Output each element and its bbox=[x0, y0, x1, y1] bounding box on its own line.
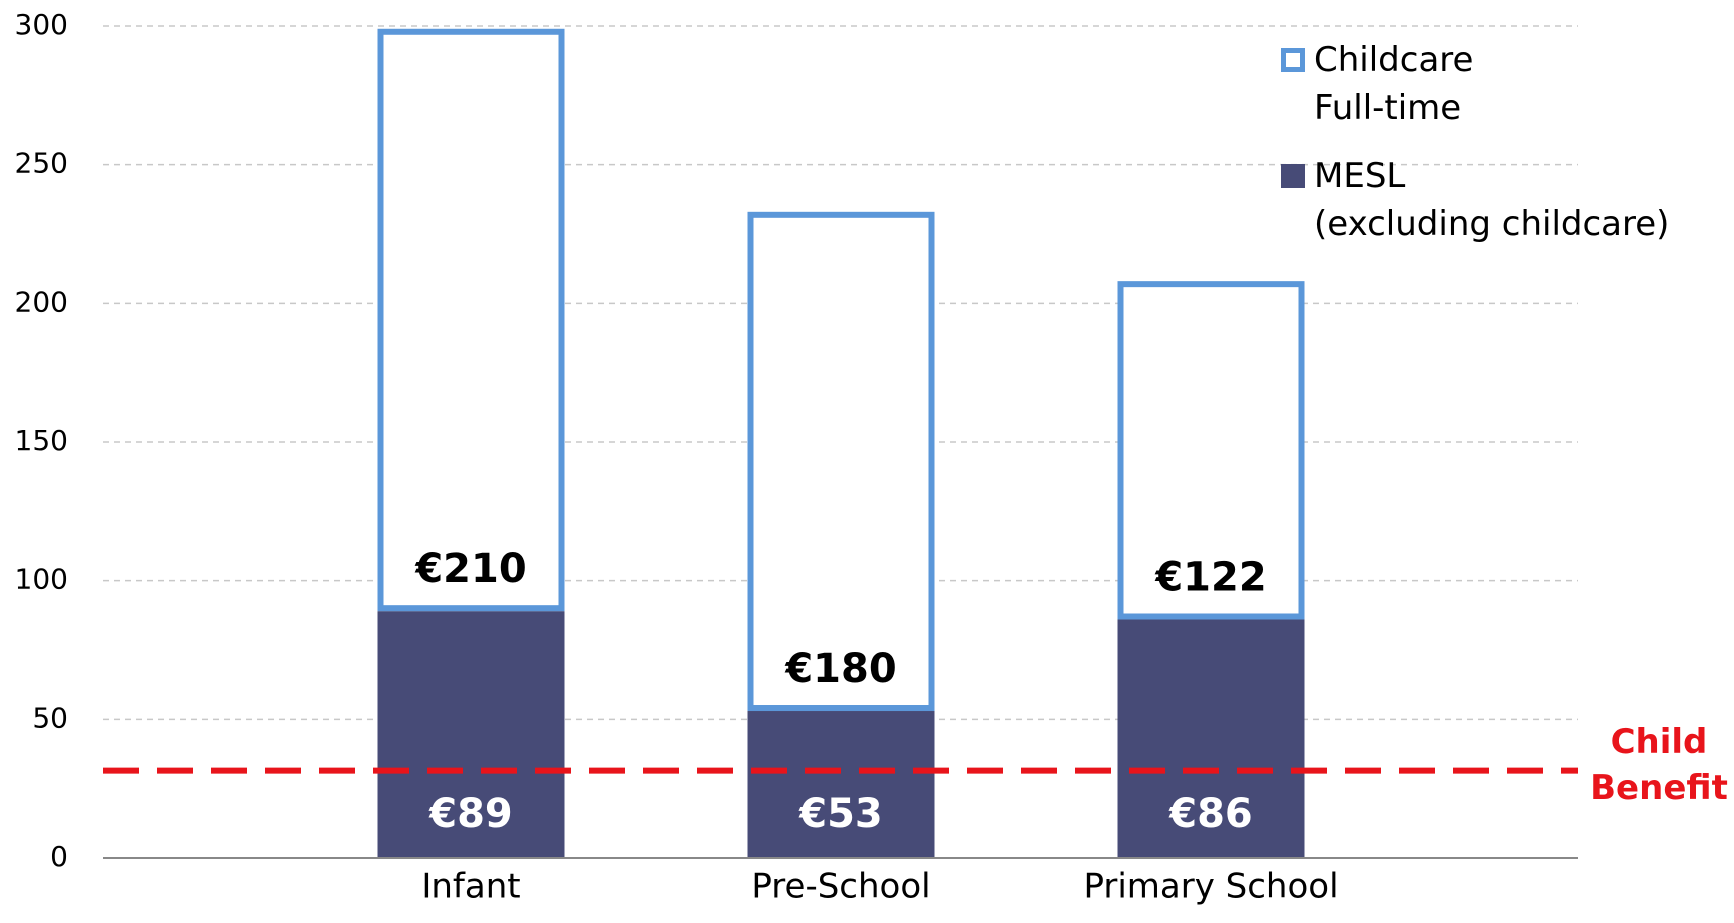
legend-swatch bbox=[1281, 164, 1305, 188]
bar-segment bbox=[1117, 619, 1305, 858]
legend-label: Childcare Full-time bbox=[1314, 40, 1474, 128]
bar-segment bbox=[377, 611, 565, 858]
value-label: €89 bbox=[428, 791, 513, 837]
value-label: €86 bbox=[1168, 791, 1253, 837]
value-label: €210 bbox=[414, 546, 526, 592]
y-tick-label: 100 bbox=[15, 563, 68, 596]
legend-swatch bbox=[1281, 48, 1305, 72]
y-tick-label: 50 bbox=[32, 701, 68, 734]
y-tick-label: 0 bbox=[50, 840, 68, 873]
bar-segment bbox=[747, 211, 935, 712]
x-tick-label: Primary School bbox=[1083, 867, 1338, 907]
x-tick-label: Pre-School bbox=[751, 867, 930, 907]
bar-segment bbox=[747, 711, 935, 858]
y-tick-label: 250 bbox=[15, 147, 68, 180]
value-label: €180 bbox=[784, 646, 896, 692]
legend-label: MESL (excluding childcare) bbox=[1314, 156, 1670, 244]
bar-segment bbox=[377, 28, 565, 612]
value-label: €53 bbox=[798, 791, 883, 837]
value-label: €122 bbox=[1154, 554, 1266, 600]
x-tick-label: Infant bbox=[421, 867, 520, 907]
y-tick-label: 150 bbox=[15, 424, 68, 457]
reference-label: Child Benefit bbox=[1590, 721, 1728, 808]
bar-segment bbox=[1117, 281, 1305, 620]
y-tick-label: 300 bbox=[15, 8, 68, 41]
y-tick-label: 200 bbox=[15, 285, 68, 318]
